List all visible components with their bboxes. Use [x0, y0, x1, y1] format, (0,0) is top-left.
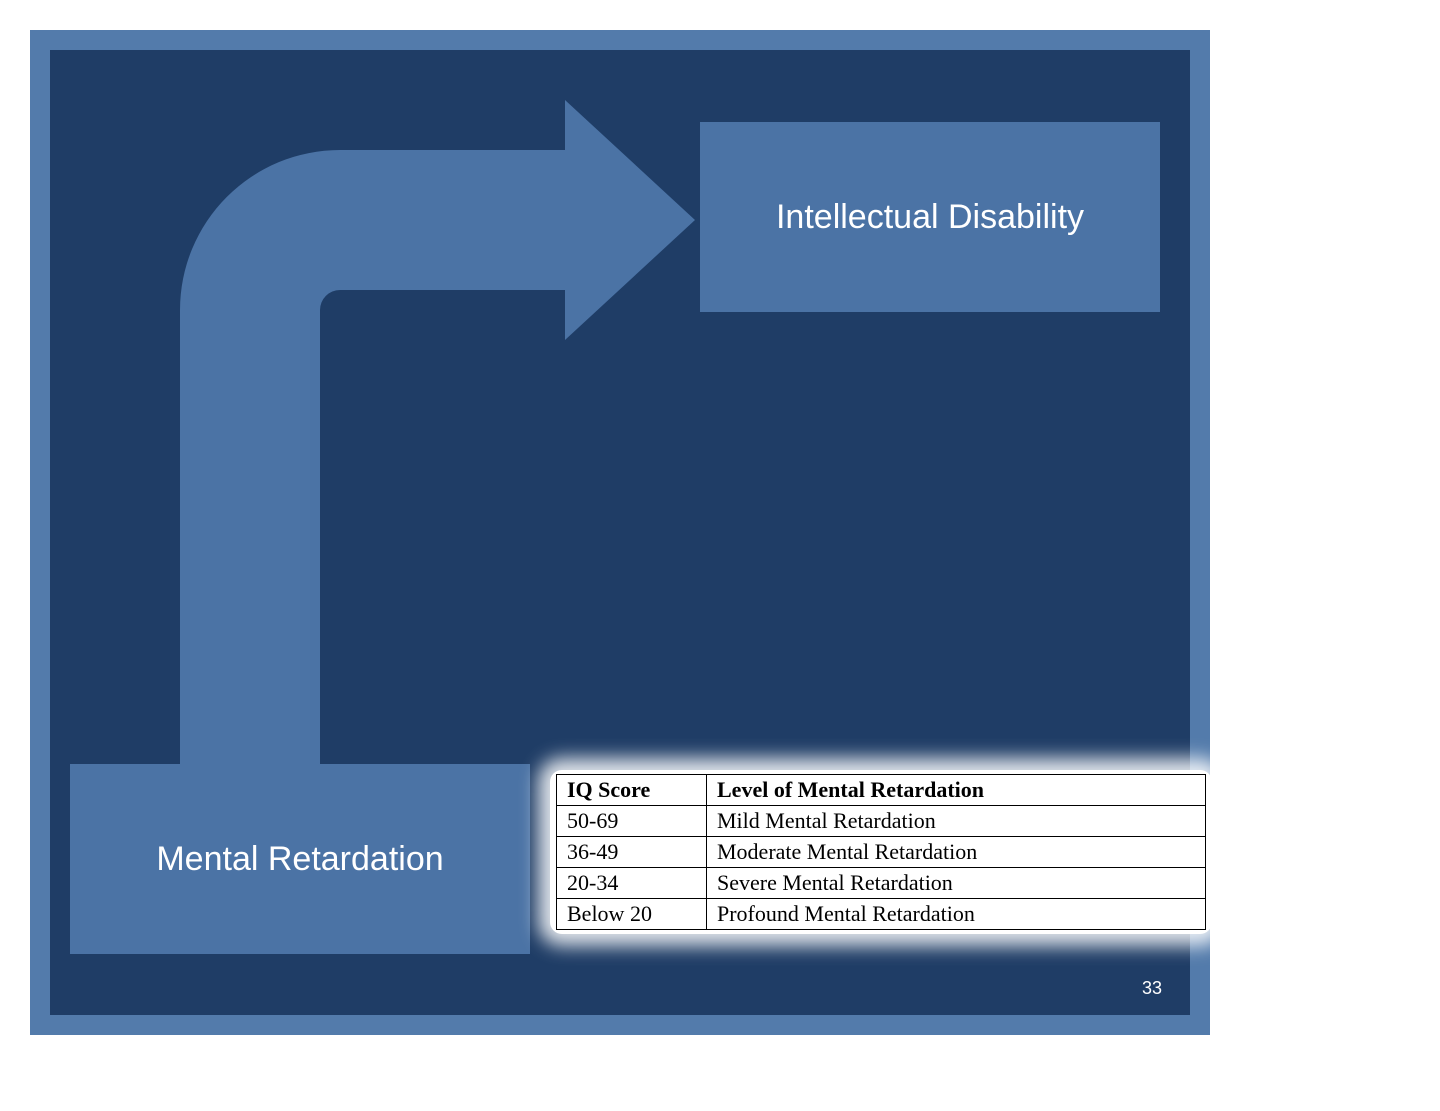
mental-retardation-label: Mental Retardation	[156, 840, 443, 879]
slide-border: Intellectual Disability Mental Retardatio…	[30, 30, 1210, 1035]
curved-arrow-icon	[155, 90, 705, 780]
table-cell: 36-49	[557, 837, 707, 868]
mental-retardation-box: Mental Retardation	[70, 764, 530, 954]
intellectual-disability-label: Intellectual Disability	[776, 198, 1084, 237]
table-cell: Profound Mental Retardation	[707, 899, 1206, 930]
table-row: 50-69Mild Mental Retardation	[557, 806, 1206, 837]
table-row: 36-49Moderate Mental Retardation	[557, 837, 1206, 868]
table-row: 20-34Severe Mental Retardation	[557, 868, 1206, 899]
table-cell: 20-34	[557, 868, 707, 899]
table-cell: Severe Mental Retardation	[707, 868, 1206, 899]
table-cell: Mild Mental Retardation	[707, 806, 1206, 837]
table-row: Below 20Profound Mental Retardation	[557, 899, 1206, 930]
table-cell: Moderate Mental Retardation	[707, 837, 1206, 868]
table-header-cell: IQ Score	[557, 775, 707, 806]
table-header-row: IQ ScoreLevel of Mental Retardation	[557, 775, 1206, 806]
intellectual-disability-box: Intellectual Disability	[700, 122, 1160, 312]
page-number: 33	[1142, 978, 1162, 999]
table-cell: Below 20	[557, 899, 707, 930]
iq-table: IQ ScoreLevel of Mental Retardation50-69…	[550, 770, 1212, 934]
table-cell: 50-69	[557, 806, 707, 837]
slide-body: Intellectual Disability Mental Retardatio…	[50, 50, 1190, 1015]
table-header-cell: Level of Mental Retardation	[707, 775, 1206, 806]
